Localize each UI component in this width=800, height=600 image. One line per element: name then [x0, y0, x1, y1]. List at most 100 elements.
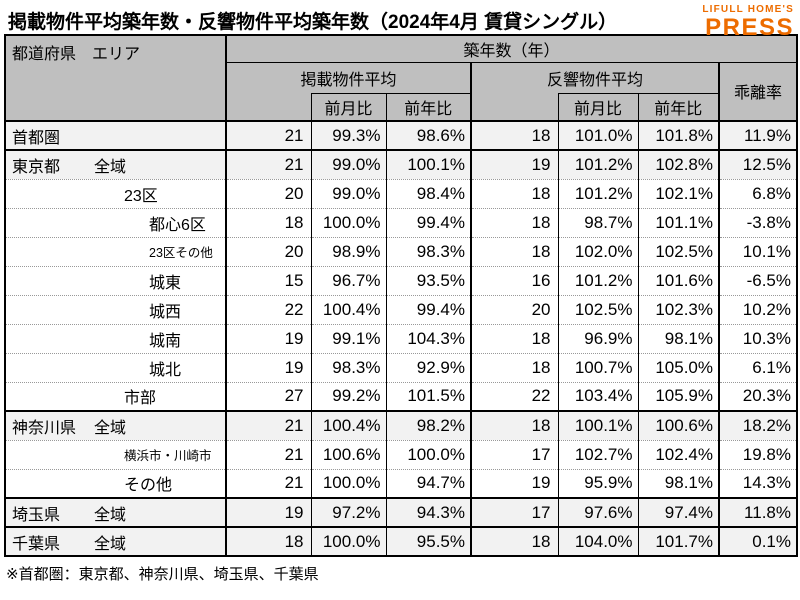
response-mom-cell: 102.7%: [557, 440, 638, 470]
response-avg-years-cell: 19: [470, 150, 558, 180]
deviation-rate-cell: 0.1%: [718, 527, 797, 557]
response-yoy-cell: 102.3%: [637, 295, 719, 325]
footnote: ※首都圏：東京都、神奈川県、埼玉県、千葉県: [6, 566, 319, 583]
listed-avg-years-cell: 22: [226, 295, 311, 325]
response-yoy-cell: 101.6%: [637, 266, 719, 296]
listed-avg-years-cell: 21: [226, 411, 311, 441]
response-yoy-cell: 102.5%: [637, 237, 719, 267]
listed-yoy-cell: 93.5%: [385, 266, 471, 296]
listed-yoy-cell: 100.0%: [385, 440, 471, 470]
header-spacer-response: [470, 93, 559, 122]
response-mom-cell: 102.0%: [557, 237, 638, 267]
prefecture-label: 首都圏: [12, 129, 61, 147]
header-listed-average: 掲載物件平均: [225, 61, 472, 93]
header-spacer-listed: [225, 93, 312, 122]
listed-mom-cell: 100.0%: [310, 208, 386, 238]
response-mom-cell: 95.9%: [557, 469, 638, 499]
response-yoy-cell: 97.4%: [637, 498, 719, 528]
listed-mom-cell: 100.0%: [310, 469, 386, 499]
area-label-cell: 横浜市・川崎市: [5, 440, 227, 470]
area-label-cell: 神奈川県 全域: [5, 411, 227, 441]
area-label-cell: 埼玉県 全域: [5, 498, 227, 528]
logo-lifull-homes-text: LIFULL HOME'S: [702, 4, 794, 15]
area-label: 23区その他: [149, 245, 213, 260]
response-avg-years-cell: 18: [470, 208, 558, 238]
listed-yoy-cell: 98.6%: [385, 121, 471, 151]
area-label-cell: 東京都 全域: [5, 150, 227, 180]
header-response-mom: 前月比: [557, 92, 639, 122]
building-age-table: 都道府県 エリア 築年数（年） 掲載物件平均 反響物件平均 乖離率 前月比 前年…: [4, 34, 798, 557]
listed-avg-years-cell: 21: [226, 469, 311, 499]
deviation-rate-cell: 19.8%: [718, 440, 797, 470]
response-mom-cell: 101.2%: [557, 266, 638, 296]
table-row: 23区その他 20 98.9% 98.3% 18 102.0% 102.5% 10.1%: [5, 237, 797, 267]
deviation-rate-cell: -6.5%: [718, 266, 797, 296]
response-yoy-cell: 105.0%: [637, 353, 719, 383]
area-label: 全域: [94, 419, 127, 437]
listed-mom-cell: 99.2%: [310, 382, 386, 412]
response-yoy-cell: 101.1%: [637, 208, 719, 238]
area-label-cell: 城西: [5, 295, 227, 325]
header-listed-yoy: 前年比: [385, 92, 472, 122]
listed-mom-cell: 99.0%: [310, 179, 386, 209]
listed-avg-years-cell: 15: [226, 266, 311, 296]
deviation-rate-cell: 11.8%: [718, 498, 797, 528]
response-avg-years-cell: 18: [470, 179, 558, 209]
area-label: 城北: [149, 361, 182, 379]
area-label-cell: 都心6区: [5, 208, 227, 238]
listed-avg-years-cell: 20: [226, 237, 311, 267]
listed-yoy-cell: 99.4%: [385, 295, 471, 325]
response-avg-years-cell: 18: [470, 353, 558, 383]
response-avg-years-cell: 19: [470, 469, 558, 499]
deviation-rate-cell: 6.1%: [718, 353, 797, 383]
area-label-cell: 市部: [5, 382, 227, 412]
prefecture-label: 千葉県: [12, 535, 61, 553]
area-label-cell: 千葉県 全域: [5, 527, 227, 557]
table-row: 市部 27 99.2% 101.5% 22 103.4% 105.9% 20.3%: [5, 382, 797, 412]
response-mom-cell: 101.0%: [557, 121, 638, 151]
response-avg-years-cell: 18: [470, 411, 558, 441]
listed-mom-cell: 100.0%: [310, 527, 386, 557]
listed-yoy-cell: 94.3%: [385, 498, 471, 528]
table-row: 首都圏 21 99.3% 98.6% 18 101.0% 101.8% 11.9%: [5, 121, 797, 151]
area-label-cell: その他: [5, 469, 227, 499]
top-bar: 掲載物件平均築年数・反響物件平均築年数（2024年4月 賃貸シングル） LIFU…: [0, 0, 800, 40]
listed-yoy-cell: 98.4%: [385, 179, 471, 209]
table-row: 城南 19 99.1% 104.3% 18 96.9% 98.1% 10.3%: [5, 324, 797, 354]
area-label: その他: [124, 477, 173, 495]
area-label: 城西: [149, 303, 182, 321]
response-mom-cell: 104.0%: [557, 527, 638, 557]
deviation-rate-cell: 20.3%: [718, 382, 797, 412]
table-row: その他 21 100.0% 94.7% 19 95.9% 98.1% 14.3%: [5, 469, 797, 499]
table-row: 23区 20 99.0% 98.4% 18 101.2% 102.1% 6.8%: [5, 179, 797, 209]
table-row: 千葉県 全域 18 100.0% 95.5% 18 104.0% 101.7% 0.1%: [5, 527, 797, 557]
listed-yoy-cell: 95.5%: [385, 527, 471, 557]
response-yoy-cell: 102.4%: [637, 440, 719, 470]
table-row: 横浜市・川崎市 21 100.6% 100.0% 17 102.7% 102.4% 19.8%: [5, 440, 797, 470]
response-mom-cell: 101.2%: [557, 179, 638, 209]
listed-mom-cell: 98.3%: [310, 353, 386, 383]
response-yoy-cell: 102.8%: [637, 150, 719, 180]
listed-yoy-cell: 94.7%: [385, 469, 471, 499]
listed-avg-years-cell: 21: [226, 440, 311, 470]
response-avg-years-cell: 18: [470, 237, 558, 267]
listed-mom-cell: 98.9%: [310, 237, 386, 267]
area-label: 城南: [149, 332, 182, 350]
listed-yoy-cell: 104.3%: [385, 324, 471, 354]
header-response-average: 反響物件平均: [470, 61, 720, 93]
listed-mom-cell: 99.3%: [310, 121, 386, 151]
response-yoy-cell: 98.1%: [637, 469, 719, 499]
table-row: 都心6区 18 100.0% 99.4% 18 98.7% 101.1% -3.8%: [5, 208, 797, 238]
area-label: 23区: [124, 187, 158, 205]
table-row: 埼玉県 全域 19 97.2% 94.3% 17 97.6% 97.4% 11.8%: [5, 498, 797, 528]
listed-avg-years-cell: 20: [226, 179, 311, 209]
area-label: 市部: [124, 390, 157, 408]
listed-mom-cell: 100.4%: [310, 295, 386, 325]
deviation-rate-cell: 14.3%: [718, 469, 797, 499]
listed-avg-years-cell: 27: [226, 382, 311, 412]
listed-yoy-cell: 92.9%: [385, 353, 471, 383]
deviation-rate-cell: -3.8%: [718, 208, 797, 238]
header-response-yoy: 前年比: [637, 92, 720, 122]
table-row: 城西 22 100.4% 99.4% 20 102.5% 102.3% 10.2%: [5, 295, 797, 325]
response-mom-cell: 101.2%: [557, 150, 638, 180]
